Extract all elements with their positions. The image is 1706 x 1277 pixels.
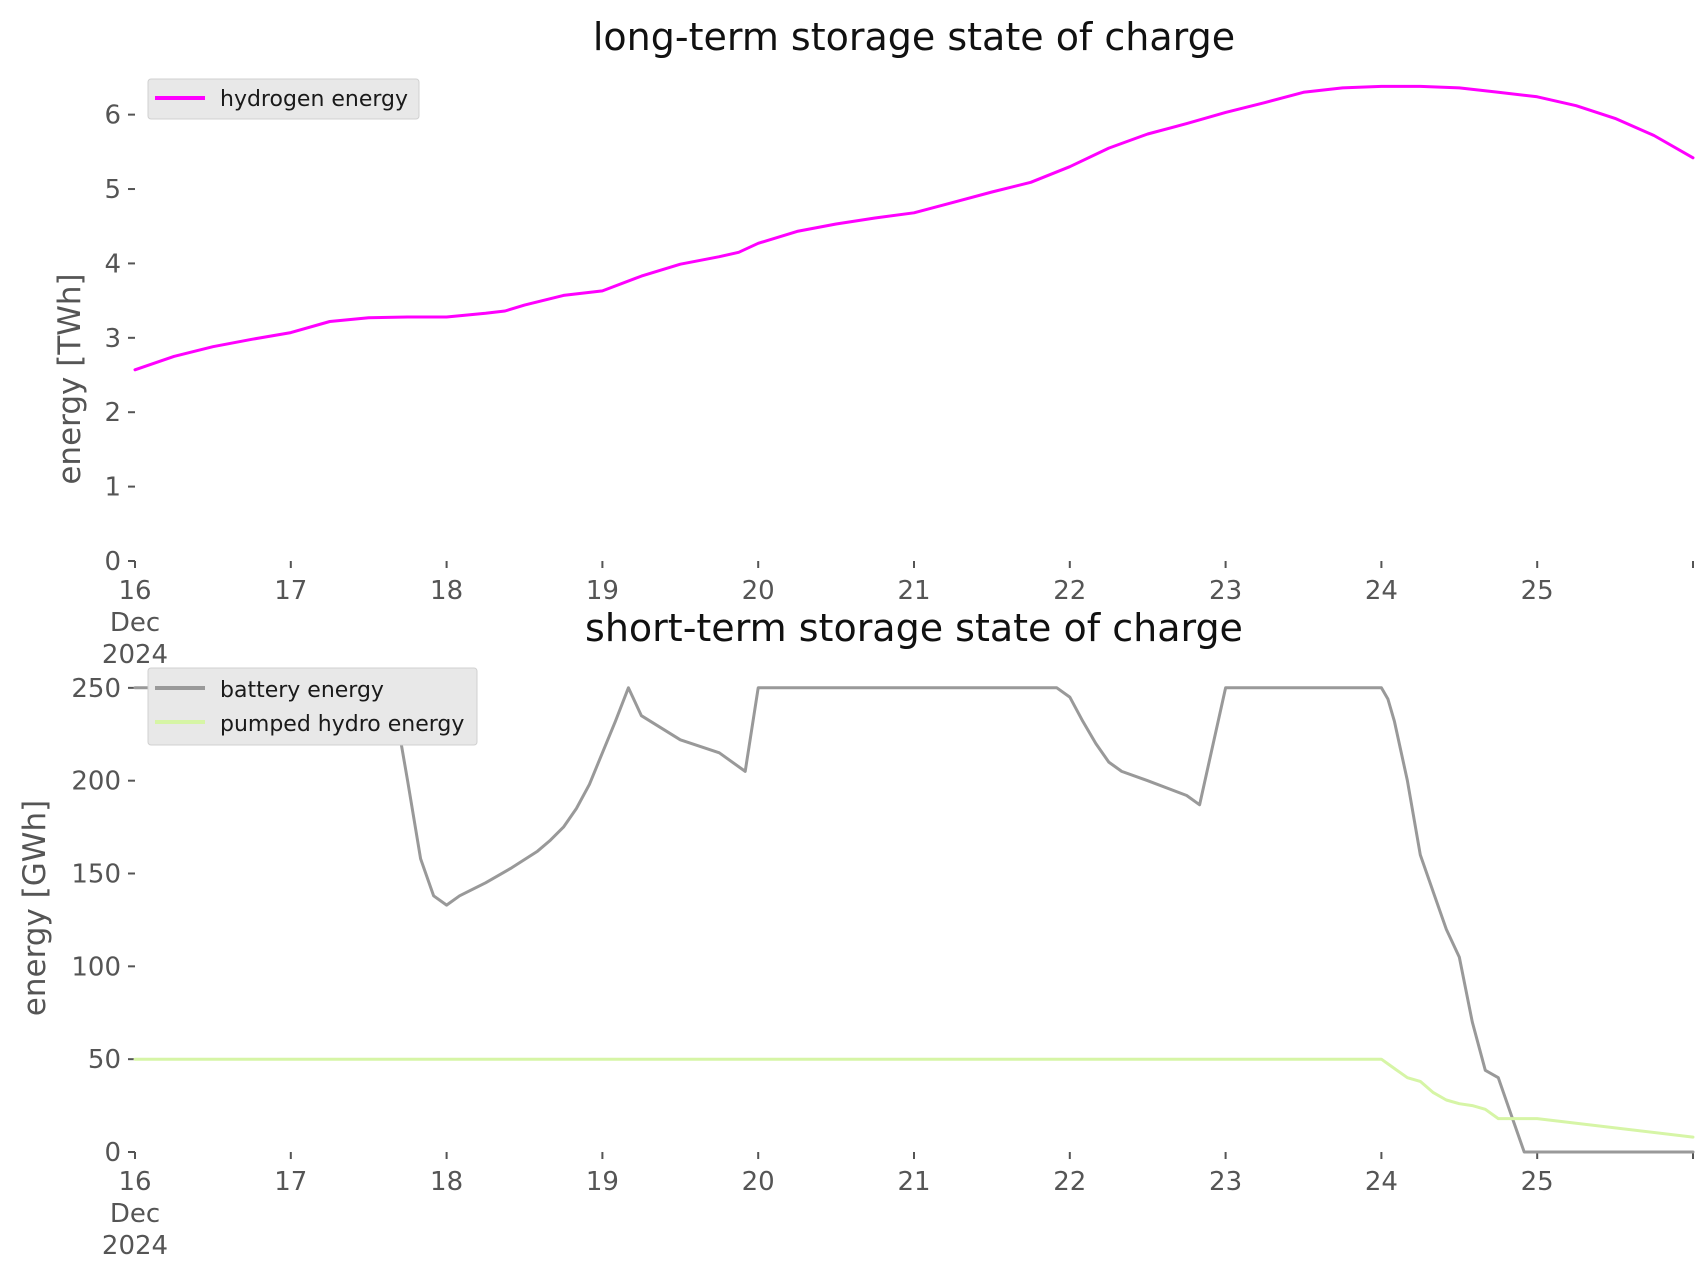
y-axis-label: energy [GWh]: [17, 800, 53, 1016]
x-tick-label: 20: [742, 576, 775, 606]
x-tick-label: 18: [430, 1167, 463, 1197]
x-tick-label: 20: [742, 1167, 775, 1197]
x-tick-label: 19: [586, 1167, 619, 1197]
y-tick-label: 100: [71, 952, 121, 982]
x-tick-label: 23: [1209, 1167, 1242, 1197]
legend-label-pumped-hydro-energy: pumped hydro energy: [220, 712, 464, 737]
series-line-pumped-hydro-energy: [133, 1057, 1695, 1139]
x-axis: 16 Dec 2024 17 18 19 20 21 22 23 24 25: [102, 561, 1694, 670]
y-tick-label: 2: [104, 398, 121, 428]
y-tick-label: 200: [71, 767, 121, 797]
x-tick-label: 18: [430, 576, 463, 606]
x-tick-label: 24: [1365, 576, 1398, 606]
x-tick-label: 16 Dec 2024: [102, 1167, 168, 1261]
series-line-hydrogen-energy: [133, 84, 1695, 372]
x-tick-label: 24: [1365, 1167, 1398, 1197]
y-tick-label: 3: [104, 324, 121, 354]
legend: hydrogen energy: [147, 78, 420, 120]
x-tick-label: 25: [1521, 1167, 1554, 1197]
y-tick-label: 150: [71, 860, 121, 890]
x-tick-label: 17: [274, 576, 307, 606]
y-tick-label: 250: [71, 674, 121, 704]
x-tick-label: 23: [1209, 576, 1242, 606]
legend-label-battery-energy: battery energy: [220, 678, 384, 703]
x-tick-label: 22: [1053, 1167, 1086, 1197]
y-axis-label: energy [TWh]: [52, 273, 88, 484]
y-tick-label: 4: [104, 249, 121, 279]
x-tick-label: 22: [1053, 576, 1086, 606]
plot-area: [133, 84, 1695, 372]
x-tick-label: 17: [274, 1167, 307, 1197]
plot-area: [133, 686, 1695, 1154]
y-tick-label: 6: [104, 101, 121, 131]
x-tick-label: 21: [897, 576, 930, 606]
x-tick-label: 21: [897, 1167, 930, 1197]
legend: battery energy pumped hydro energy: [147, 667, 478, 746]
x-tick-label: 25: [1521, 576, 1554, 606]
y-tick-label: 0: [104, 547, 121, 577]
y-tick-label: 0: [104, 1138, 121, 1168]
y-tick-label: 50: [88, 1045, 121, 1075]
y-tick-label: 5: [104, 175, 121, 205]
legend-box: [147, 667, 478, 746]
series-line-battery-energy: [133, 686, 1695, 1154]
y-tick-label: 1: [104, 473, 121, 503]
x-tick-label: 16 Dec 2024: [102, 576, 168, 670]
chart-title: long-term storage state of charge: [593, 15, 1235, 59]
long-term-storage-chart: long-term storage state of charge energy…: [52, 15, 1695, 670]
legend-box: [147, 78, 420, 120]
legend-label-hydrogen-energy: hydrogen energy: [220, 87, 408, 112]
short-term-storage-chart: short-term storage state of charge energ…: [17, 606, 1695, 1261]
x-axis: 16 Dec 2024 17 18 19 20 21 22 23 24 25: [102, 1152, 1694, 1261]
chart-title: short-term storage state of charge: [585, 606, 1243, 650]
y-axis: 0 1 2 3 4 5 6: [104, 101, 135, 577]
x-tick-label: 19: [586, 576, 619, 606]
y-axis: 0 50 100 150 200 250: [71, 674, 135, 1168]
